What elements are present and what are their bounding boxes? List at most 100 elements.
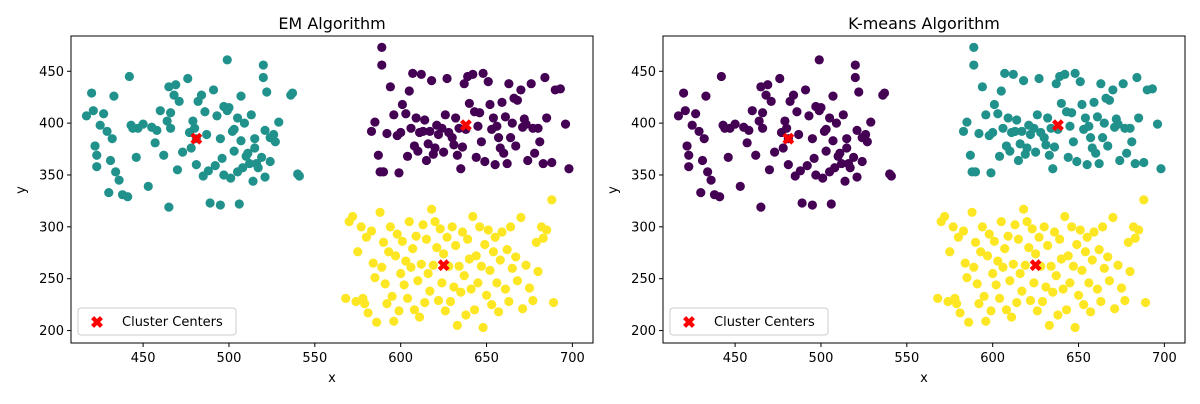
kmeans-plot-panel: K-means Algorithm 450 500 550 600 650 700 200 2… (606, 14, 1186, 386)
data-point (385, 82, 395, 92)
data-point (1006, 312, 1017, 322)
data-point (730, 119, 740, 129)
y-tick-label: 350 (631, 168, 656, 183)
data-point (406, 123, 416, 133)
data-point (684, 162, 694, 172)
data-point (1113, 260, 1123, 270)
data-point (366, 126, 377, 137)
data-point (955, 308, 965, 318)
data-point (811, 170, 821, 180)
data-point (432, 242, 442, 253)
data-point (408, 244, 418, 254)
data-point (1058, 284, 1068, 294)
data-point (1022, 143, 1032, 153)
y-tick-label: 200 (631, 324, 656, 339)
y-tick-label: 400 (631, 117, 656, 132)
data-point (411, 231, 421, 241)
data-point (1096, 296, 1106, 307)
data-point (440, 306, 450, 316)
data-point (533, 266, 543, 277)
data-point (447, 222, 457, 232)
data-point (92, 162, 102, 172)
data-point (212, 111, 222, 121)
data-point (402, 151, 413, 161)
data-point (409, 305, 420, 315)
data-point (1000, 244, 1010, 254)
data-point (1087, 255, 1097, 265)
data-point (1001, 305, 1012, 315)
data-point (783, 160, 793, 170)
data-point (473, 121, 483, 131)
data-point (993, 256, 1003, 266)
data-point (258, 60, 268, 70)
data-point (351, 296, 361, 307)
data-point (102, 126, 112, 137)
data-point (418, 220, 428, 230)
data-point (1075, 225, 1085, 235)
data-point (764, 165, 775, 175)
data-point (250, 134, 260, 144)
data-point (780, 116, 790, 126)
data-point (287, 88, 298, 98)
data-point (1109, 304, 1120, 314)
data-point (497, 97, 507, 107)
data-point (497, 227, 507, 237)
data-point (366, 226, 377, 236)
data-point (475, 108, 485, 118)
data-point (457, 142, 468, 152)
cluster-center-x-icon (1052, 119, 1064, 132)
data-point (451, 113, 461, 123)
data-point (397, 236, 408, 246)
data-point (1018, 75, 1029, 86)
data-point (962, 117, 972, 127)
data-point (1022, 217, 1032, 227)
data-point (439, 249, 449, 259)
data-point (426, 204, 437, 214)
data-point (172, 165, 183, 175)
data-point (866, 117, 876, 127)
scatter-points (673, 42, 1166, 333)
data-point (962, 273, 972, 283)
data-point (521, 260, 531, 270)
data-point (861, 129, 871, 140)
data-point (1096, 79, 1106, 89)
data-point (1097, 133, 1108, 143)
data-point (1079, 300, 1089, 310)
data-point (1056, 254, 1066, 264)
data-point (1044, 320, 1054, 330)
cluster-centers (782, 119, 1064, 272)
data-point (1015, 268, 1025, 279)
data-point (1029, 123, 1039, 133)
y-tick-label: 300 (631, 220, 656, 235)
data-point (792, 107, 802, 117)
data-point (521, 119, 531, 129)
data-point (370, 273, 380, 283)
data-point (1008, 259, 1018, 269)
data-point (442, 73, 452, 84)
data-point (1073, 290, 1084, 300)
data-point (229, 124, 239, 134)
data-point (1060, 69, 1070, 79)
data-point (826, 199, 836, 209)
data-point (528, 295, 538, 306)
legend-box (77, 307, 237, 336)
data-point (1104, 276, 1115, 286)
data-point (1130, 158, 1140, 169)
data-point (835, 148, 845, 158)
data-point (1012, 297, 1022, 308)
data-point (423, 139, 433, 149)
data-point (396, 268, 406, 279)
data-point (222, 55, 232, 65)
data-point (807, 134, 817, 144)
data-point (244, 158, 255, 169)
data-point (471, 251, 481, 261)
data-point (965, 150, 975, 160)
data-point (1031, 249, 1041, 259)
data-point (375, 207, 385, 217)
data-point (857, 156, 867, 167)
data-point (500, 284, 511, 294)
data-point (389, 316, 399, 326)
data-point (414, 312, 425, 322)
data-point (555, 84, 565, 94)
data-point (471, 152, 481, 162)
